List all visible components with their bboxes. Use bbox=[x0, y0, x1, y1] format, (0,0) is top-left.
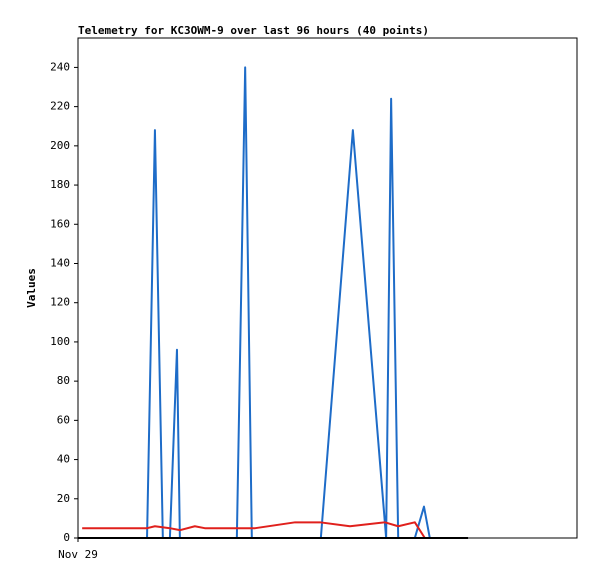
x-tick-label: Nov 29 bbox=[58, 548, 98, 561]
y-tick-label: 60 bbox=[57, 413, 70, 426]
y-tick-label: 220 bbox=[50, 100, 70, 113]
y-tick-label: 180 bbox=[50, 178, 70, 191]
series-line bbox=[146, 66, 431, 539]
y-axis-label: Values bbox=[25, 268, 38, 308]
y-tick-label: 140 bbox=[50, 256, 70, 269]
y-tick-label: 160 bbox=[50, 217, 70, 230]
y-tick-label: 240 bbox=[50, 60, 70, 73]
series-line bbox=[82, 521, 426, 539]
y-tick-label: 100 bbox=[50, 335, 70, 348]
y-tick-label: 120 bbox=[50, 296, 70, 309]
y-tick-label: 80 bbox=[57, 374, 70, 387]
y-tick-label: 200 bbox=[50, 139, 70, 152]
y-tick-label: 40 bbox=[57, 453, 70, 466]
chart-title: Telemetry for KC3OWM-9 over last 96 hour… bbox=[78, 24, 429, 37]
y-tick-label: 0 bbox=[63, 531, 70, 544]
y-tick-label: 20 bbox=[57, 492, 70, 505]
